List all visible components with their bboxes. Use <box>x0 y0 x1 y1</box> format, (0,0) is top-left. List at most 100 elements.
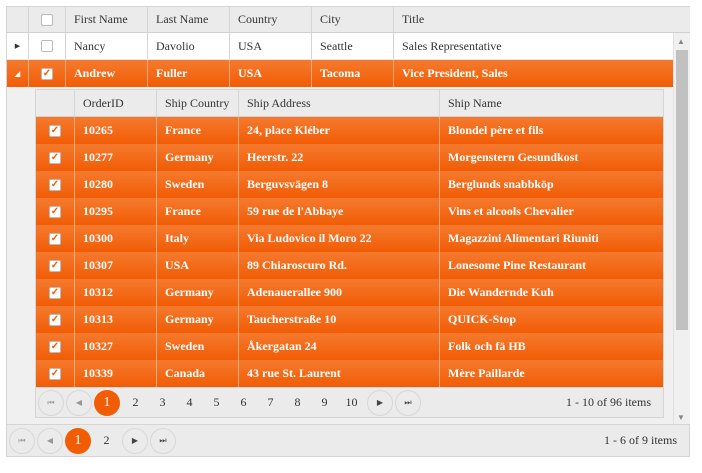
cell-ship-name: Berglunds snabbköp <box>439 171 663 198</box>
cell-ship-address: Via Ludovico il Moro 22 <box>238 225 439 252</box>
header-city[interactable]: City <box>311 7 393 32</box>
order-row[interactable]: ✓ 10327 Sweden Åkergatan 24 Folk och fä HB <box>36 333 663 360</box>
last-page-icon[interactable]: ⏭ <box>395 389 421 416</box>
cell-ship-name: Magazzini Alimentari Riuniti <box>439 225 663 252</box>
cell-ship-address: Berguvsvägen 8 <box>238 171 439 198</box>
row-checkbox[interactable]: ✓ <box>49 340 61 353</box>
header-ship-name[interactable]: Ship Name <box>439 90 663 116</box>
collapse-icon[interactable]: ◢ <box>14 69 21 78</box>
cell-ship-address: 59 rue de l'Abbaye <box>238 198 439 225</box>
prev-page-icon[interactable]: ◀ <box>66 389 92 416</box>
select-all-checkbox[interactable] <box>41 13 53 26</box>
cell-order-id: 10277 <box>74 144 156 171</box>
scroll-down-icon[interactable]: ▼ <box>677 413 685 422</box>
grid-header: First Name Last Name Country City Title <box>7 7 673 33</box>
cell-last: Davolio <box>147 33 229 59</box>
cell-last: Fuller <box>147 60 229 87</box>
last-page-icon[interactable]: ⏭ <box>150 427 176 454</box>
row-checkbox[interactable]: ✓ <box>49 286 61 299</box>
page-6-button[interactable]: 6 <box>240 395 247 409</box>
row-checkbox[interactable] <box>41 40 53 52</box>
order-row[interactable]: ✓ 10295 France 59 rue de l'Abbaye Vins et al… <box>36 198 663 225</box>
page-1-button[interactable]: 1 <box>94 389 120 416</box>
cell-ship-country: France <box>156 117 238 144</box>
scrollbar-thumb[interactable] <box>676 50 688 330</box>
header-country[interactable]: Country <box>229 7 311 32</box>
first-page-icon[interactable]: ⏮ <box>38 389 64 416</box>
header-first-name[interactable]: First Name <box>65 7 147 32</box>
scroll-up-icon[interactable]: ▲ <box>677 37 685 46</box>
cell-country: USA <box>229 33 311 59</box>
main-pager: ⏮ ◀ 1 2 ▶ ⏭ 1 - 6 of 9 items <box>7 424 689 456</box>
order-row[interactable]: ✓ 10312 Germany Adenauerallee 900 Die Wander… <box>36 279 663 306</box>
page-5-button[interactable]: 5 <box>213 395 220 409</box>
cell-ship-name: Morgenstern Gesundkost <box>439 144 663 171</box>
cell-order-id: 10300 <box>74 225 156 252</box>
cell-ship-name: Folk och fä HB <box>439 333 663 360</box>
header-ship-address[interactable]: Ship Address <box>238 90 439 116</box>
employees-grid: First Name Last Name Country City Title … <box>6 6 690 457</box>
cell-ship-name: Mère Paillarde <box>439 360 663 387</box>
page-3-button[interactable]: 3 <box>159 395 166 409</box>
first-page-icon[interactable]: ⏮ <box>9 427 35 454</box>
header-title[interactable]: Title <box>393 7 673 32</box>
detail-pager: ⏮ ◀ 1 2 3 4 5 6 7 8 9 10 ▶ ⏭ 1 - 10 of 96 items <box>36 387 663 417</box>
row-checkbox[interactable]: ✓ <box>49 205 61 218</box>
page-7-button[interactable]: 7 <box>267 395 274 409</box>
page-8-button[interactable]: 8 <box>294 395 301 409</box>
row-checkbox[interactable]: ✓ <box>41 67 53 80</box>
page-4-button[interactable]: 4 <box>186 395 193 409</box>
next-page-icon[interactable]: ▶ <box>122 427 148 454</box>
order-row[interactable]: ✓ 10265 France 24, place Kléber Blondel père… <box>36 117 663 144</box>
vertical-scrollbar[interactable]: ▲ ▼ <box>673 33 690 424</box>
row-checkbox[interactable]: ✓ <box>49 124 61 137</box>
cell-ship-country: Germany <box>156 306 238 333</box>
row-checkbox[interactable]: ✓ <box>49 178 61 191</box>
page-1-button[interactable]: 1 <box>65 427 91 454</box>
cell-title: Sales Representative <box>393 33 673 59</box>
page-9-button[interactable]: 9 <box>321 395 328 409</box>
page-10-button[interactable]: 10 <box>345 395 358 409</box>
order-row[interactable]: ✓ 10300 Italy Via Ludovico il Moro 22 Magazz… <box>36 225 663 252</box>
employee-row[interactable]: ◢ ✓ Andrew Fuller USA Tacoma Vice President, … <box>7 60 673 87</box>
pager-info: 1 - 6 of 9 items <box>604 433 677 447</box>
expand-icon[interactable]: ▶ <box>14 42 21 50</box>
cell-ship-address: 24, place Kléber <box>238 117 439 144</box>
order-row[interactable]: ✓ 10280 Sweden Berguvsvägen 8 Berglunds snab… <box>36 171 663 198</box>
header-last-name[interactable]: Last Name <box>147 7 229 32</box>
cell-order-id: 10265 <box>74 117 156 144</box>
cell-ship-address: Heerstr. 22 <box>238 144 439 171</box>
row-checkbox[interactable]: ✓ <box>49 232 61 245</box>
cell-order-id: 10280 <box>74 171 156 198</box>
cell-ship-country: Canada <box>156 360 238 387</box>
cell-ship-address: Adenauerallee 900 <box>238 279 439 306</box>
cell-ship-country: France <box>156 198 238 225</box>
row-checkbox[interactable]: ✓ <box>49 151 61 164</box>
cell-ship-address: Åkergatan 24 <box>238 333 439 360</box>
cell-ship-country: Sweden <box>156 171 238 198</box>
cell-ship-country: Germany <box>156 279 238 306</box>
prev-page-icon[interactable]: ◀ <box>37 427 63 454</box>
cell-title: Vice President, Sales <box>393 60 673 87</box>
order-row[interactable]: ✓ 10313 Germany Taucherstraße 10 QUICK-Stop <box>36 306 663 333</box>
row-checkbox[interactable]: ✓ <box>49 259 61 272</box>
cell-order-id: 10312 <box>74 279 156 306</box>
cell-ship-address: Taucherstraße 10 <box>238 306 439 333</box>
cell-ship-name: QUICK-Stop <box>439 306 663 333</box>
cell-first: Nancy <box>65 33 147 59</box>
detail-grid: OrderID Ship Country Ship Address Ship N… <box>35 89 664 418</box>
header-ship-country[interactable]: Ship Country <box>156 90 238 116</box>
page-2-button[interactable]: 2 <box>132 395 139 409</box>
row-checkbox[interactable]: ✓ <box>49 313 61 326</box>
cell-country: USA <box>229 60 311 87</box>
order-row[interactable]: ✓ 10339 Canada 43 rue St. Laurent Mère Paill… <box>36 360 663 387</box>
page-2-button[interactable]: 2 <box>103 433 110 447</box>
order-row[interactable]: ✓ 10277 Germany Heerstr. 22 Morgenstern Gesu… <box>36 144 663 171</box>
employee-row[interactable]: ▶ Nancy Davolio USA Seattle Sales Representa… <box>7 33 673 60</box>
next-page-icon[interactable]: ▶ <box>367 389 393 416</box>
cell-order-id: 10339 <box>74 360 156 387</box>
row-checkbox[interactable]: ✓ <box>49 367 61 380</box>
order-row[interactable]: ✓ 10307 USA 89 Chiaroscuro Rd. Lonesome Pine… <box>36 252 663 279</box>
header-order-id[interactable]: OrderID <box>74 90 156 116</box>
detail-header: OrderID Ship Country Ship Address Ship N… <box>36 90 663 117</box>
